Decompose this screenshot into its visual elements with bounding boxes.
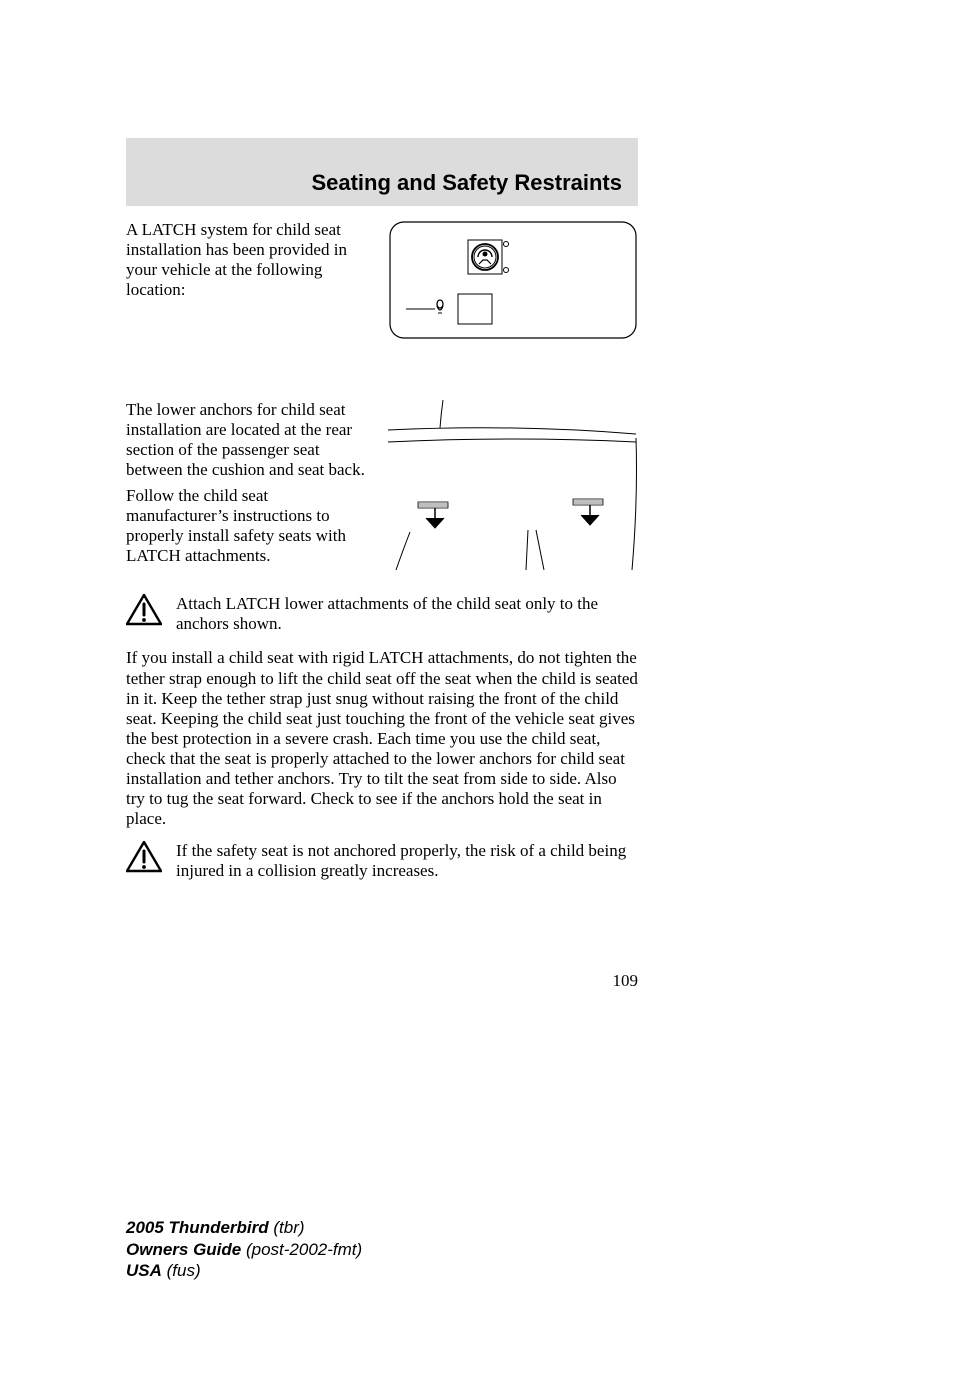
row-latch-intro: A LATCH system for child seat installati… [126, 220, 638, 340]
warning-1: Attach LATCH lower attachments of the ch… [126, 594, 638, 634]
row-lower-anchors: The lower anchors for child seat install… [126, 400, 638, 572]
footer-guide-code: (post-2002-fmt) [241, 1240, 362, 1259]
footer-region: USA [126, 1261, 162, 1280]
figure-lower-anchors [388, 400, 638, 570]
figure-latch-location [388, 220, 638, 340]
header-band: Seating and Safety Restraints [126, 138, 638, 206]
warning-icon [126, 594, 162, 631]
footer-line-3: USA (fus) [126, 1260, 362, 1281]
footer-model: 2005 Thunderbird [126, 1218, 269, 1237]
footer-line-1: 2005 Thunderbird (tbr) [126, 1217, 362, 1238]
para-latch-intro: A LATCH system for child seat installati… [126, 220, 368, 306]
lower-anchors-diagram [388, 400, 638, 570]
text-para4: If you install a child seat with rigid L… [126, 648, 638, 828]
text-para1: A LATCH system for child seat installati… [126, 220, 368, 300]
warning-1-text: Attach LATCH lower attachments of the ch… [176, 594, 638, 634]
document-footer: 2005 Thunderbird (tbr) Owners Guide (pos… [126, 1217, 362, 1281]
footer-model-code: (tbr) [269, 1218, 305, 1237]
footer-region-code: (fus) [162, 1261, 201, 1280]
warning-2-text: If the safety seat is not anchored prope… [176, 841, 638, 881]
text-para3: Follow the child seat manufacturer’s ins… [126, 486, 368, 566]
section-title: Seating and Safety Restraints [311, 170, 622, 196]
page-number: 109 [126, 971, 638, 991]
warning-2: If the safety seat is not anchored prope… [126, 841, 638, 881]
document-page: Seating and Safety Restraints A LATCH sy… [0, 138, 954, 1373]
warning-icon [126, 841, 162, 878]
spacer [126, 340, 638, 400]
latch-location-diagram [388, 220, 638, 340]
footer-guide: Owners Guide [126, 1240, 241, 1259]
col-lower-anchors-text: The lower anchors for child seat install… [126, 400, 368, 572]
page-content: A LATCH system for child seat installati… [126, 220, 638, 991]
text-para2: The lower anchors for child seat install… [126, 400, 368, 480]
footer-line-2: Owners Guide (post-2002-fmt) [126, 1239, 362, 1260]
